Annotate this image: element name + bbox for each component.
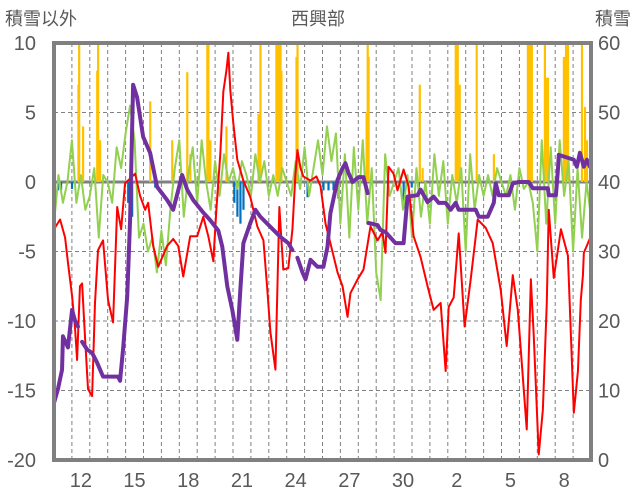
snow-depth-line — [366, 150, 592, 246]
orange-bar — [280, 70, 283, 182]
orange-bar — [421, 168, 424, 182]
orange-bar — [456, 43, 459, 182]
chart-title: 西興部 — [291, 9, 345, 30]
x-tick-label: 12 — [70, 470, 92, 492]
orange-bar — [78, 43, 81, 182]
right-y-tick-label: 40 — [598, 172, 620, 194]
blue-bar — [239, 182, 242, 224]
right-y-tick-label: 60 — [598, 33, 620, 55]
blue-bar — [402, 182, 405, 209]
x-tick-label: 27 — [338, 470, 360, 492]
blue-bar — [327, 182, 330, 191]
orange-bar — [171, 140, 174, 182]
right-y-tick-label: 10 — [598, 381, 620, 403]
orange-bar — [257, 113, 260, 182]
green-line — [53, 104, 592, 302]
orange-bar — [580, 43, 584, 182]
orange-bar — [418, 84, 421, 182]
left-y-tick-label: -20 — [7, 450, 36, 472]
snow-depth-line — [295, 161, 370, 282]
line-series — [52, 51, 592, 456]
blue-bar — [322, 182, 325, 191]
orange-bar — [475, 43, 478, 182]
orange-bar — [99, 140, 102, 182]
blue-bar — [233, 182, 236, 203]
red-line — [53, 51, 592, 456]
x-tick-label: 5 — [505, 470, 516, 492]
orange-bar — [530, 43, 533, 182]
left-y-tick-label: 0 — [25, 172, 36, 194]
blue-bar — [332, 182, 335, 191]
orange-bar — [149, 101, 152, 182]
x-tick-label: 30 — [392, 470, 414, 492]
x-tick-label: 2 — [451, 470, 462, 492]
plot-frame — [52, 41, 593, 462]
blue-bar — [242, 182, 245, 210]
x-tick-label: 15 — [123, 470, 145, 492]
blue-bar — [236, 182, 239, 217]
left-y-tick-label: 5 — [25, 103, 36, 125]
blue-bar — [70, 182, 74, 189]
right-y-tick-label: 0 — [598, 450, 609, 472]
orange-bar — [543, 43, 547, 182]
orange-bar — [186, 72, 189, 182]
left-y-tick-label: -15 — [7, 381, 36, 403]
right-axis-title: 積雪 — [595, 9, 631, 30]
orange-bar — [209, 140, 212, 182]
plot-border — [52, 41, 593, 462]
orange-bar — [207, 43, 210, 182]
orange-bar — [367, 56, 370, 182]
left-y-tick-label: -10 — [7, 311, 36, 333]
orange-bar — [259, 43, 262, 182]
snow-depth-line — [52, 307, 80, 406]
orange-bar — [296, 43, 299, 182]
orange-bar — [546, 77, 550, 182]
x-tick-label: 8 — [559, 470, 570, 492]
x-tick-label: 21 — [231, 470, 253, 492]
snow-depth-line — [80, 82, 295, 383]
blue-bar — [410, 182, 413, 188]
orange-bar — [492, 154, 496, 182]
x-tick-label: 18 — [177, 470, 199, 492]
left-axis-title: 積雪以外 — [5, 9, 77, 30]
right-y-tick-label: 20 — [598, 311, 620, 333]
left-y-tick-label: 10 — [14, 33, 36, 55]
right-y-tick-label: 50 — [598, 103, 620, 125]
orange-bar — [81, 126, 85, 182]
orange-bar — [562, 56, 565, 182]
orange-bar — [583, 106, 587, 182]
x-tick-label: 24 — [285, 470, 307, 492]
blue-bar — [127, 182, 130, 203]
orange-bar — [566, 43, 570, 182]
left-y-tick-label: -5 — [18, 242, 36, 264]
orange-bar — [225, 126, 228, 182]
right-y-tick-label: 30 — [598, 242, 620, 264]
orange-bar — [97, 43, 100, 182]
orange-bar — [458, 84, 461, 182]
